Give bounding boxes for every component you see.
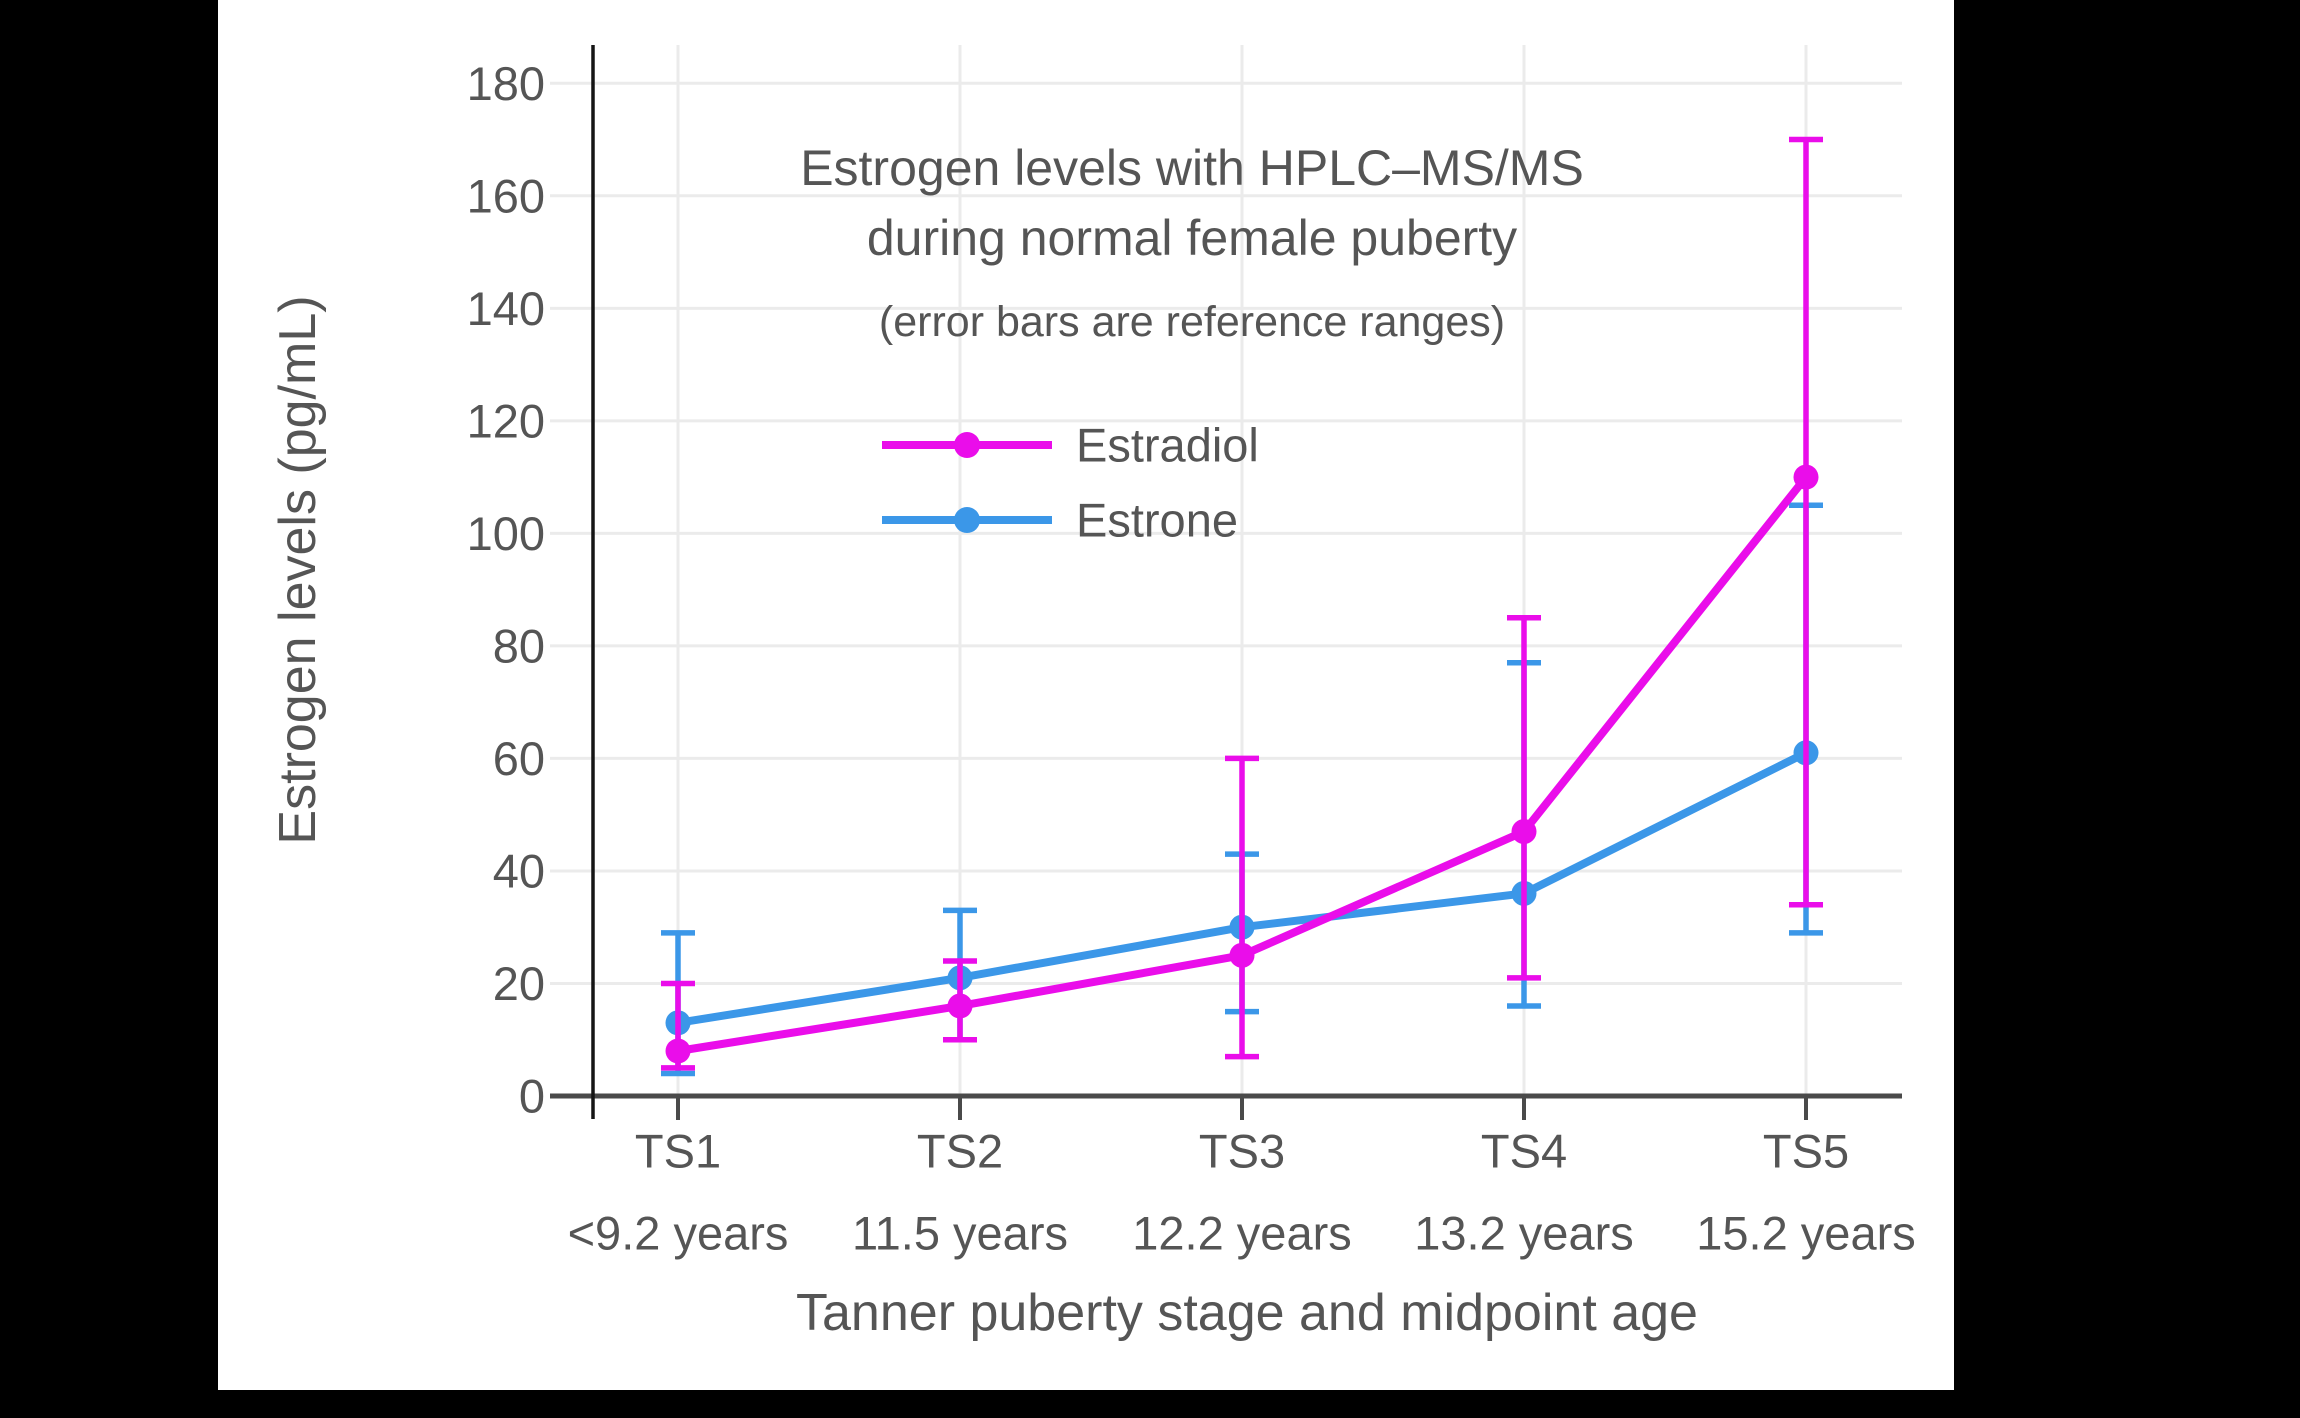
x-axis-title: Tanner puberty stage and midpoint age	[796, 1284, 1698, 1342]
chart-subtitle: (error bars are reference ranges)	[879, 298, 1505, 346]
estrone-legend-dot	[954, 507, 980, 533]
series-estradiol	[661, 136, 1823, 1071]
x-axis	[676, 1096, 1808, 1120]
estradiol-point-TS3[interactable]	[1229, 942, 1255, 968]
chart-panel	[218, 0, 1954, 1390]
x-age-label-TS2: 11.5 years	[852, 1207, 1068, 1260]
legend-item-estrone[interactable]: Estrone	[882, 494, 1238, 547]
y-tick-label-160: 160	[467, 169, 545, 222]
x-tick-label-TS1: TS1	[635, 1125, 721, 1178]
estradiol-errorbar-TS4	[1507, 615, 1541, 981]
x-age-label-TS3: 12.2 years	[1132, 1207, 1351, 1260]
y-tick-label-20: 20	[493, 957, 545, 1010]
y-tick-label-100: 100	[467, 507, 545, 560]
legend: Estradiol Estrone	[882, 419, 1259, 547]
estradiol-point-TS1[interactable]	[665, 1038, 691, 1064]
estradiol-point-TS2[interactable]	[947, 993, 973, 1019]
y-tick-label-180: 180	[467, 57, 545, 110]
x-tick-label-TS5: TS5	[1763, 1125, 1849, 1178]
y-tick-label-40: 40	[493, 844, 545, 897]
estradiol-errorbar-TS5	[1789, 136, 1823, 908]
y-tick-label-60: 60	[493, 732, 545, 785]
x-age-label-TS4: 13.2 years	[1414, 1207, 1633, 1260]
estradiol-point-TS5[interactable]	[1793, 464, 1819, 490]
estradiol-legend-dot	[954, 432, 980, 458]
x-age-label-TS5: 15.2 years	[1696, 1207, 1915, 1260]
y-tick-label-0: 0	[519, 1070, 545, 1123]
x-tick-label-TS2: TS2	[917, 1125, 1003, 1178]
estradiol-point-TS4[interactable]	[1511, 819, 1537, 845]
x-age-label-TS1: <9.2 years	[568, 1207, 789, 1260]
legend-label-estrone: Estrone	[1076, 494, 1238, 547]
y-tick-label-120: 120	[467, 394, 545, 447]
legend-label-estradiol: Estradiol	[1076, 419, 1259, 472]
x-tick-label-TS4: TS4	[1481, 1125, 1567, 1178]
chart-title-line2: during normal female puberty	[867, 210, 1517, 266]
estradiol-errorbar-TS3	[1225, 755, 1259, 1060]
chart-title-line1: Estrogen levels with HPLC–MS/MS	[800, 140, 1584, 196]
y-tick-label-140: 140	[467, 282, 545, 335]
y-tick-label-80: 80	[493, 619, 545, 672]
y-axis-title: Estrogen levels (pg/mL)	[269, 295, 327, 844]
x-tick-label-TS3: TS3	[1199, 1125, 1285, 1178]
legend-item-estradiol[interactable]: Estradiol	[882, 419, 1259, 472]
